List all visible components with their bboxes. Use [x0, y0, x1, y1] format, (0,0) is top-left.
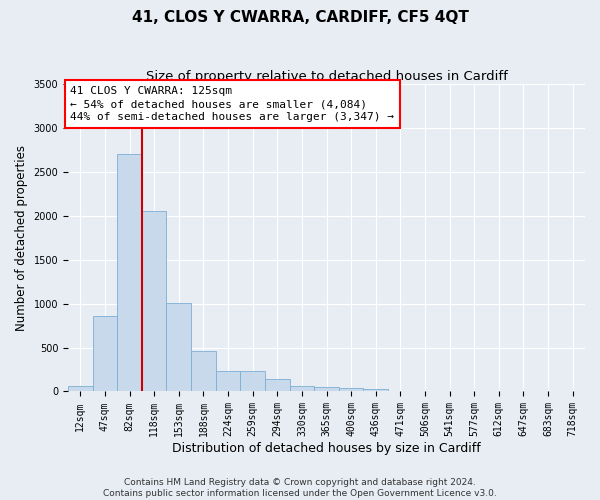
- Bar: [314, 386, 339, 392]
- Bar: [290, 386, 314, 392]
- Bar: [166, 303, 191, 392]
- Text: 41 CLOS Y CWARRA: 125sqm
← 54% of detached houses are smaller (4,084)
44% of sem: 41 CLOS Y CWARRA: 125sqm ← 54% of detach…: [70, 86, 394, 122]
- Bar: [265, 379, 290, 392]
- Bar: [364, 390, 388, 392]
- X-axis label: Distribution of detached houses by size in Cardiff: Distribution of detached houses by size …: [172, 442, 481, 455]
- Bar: [117, 154, 142, 392]
- Title: Size of property relative to detached houses in Cardiff: Size of property relative to detached ho…: [146, 70, 508, 83]
- Bar: [216, 372, 241, 392]
- Bar: [68, 386, 92, 392]
- Bar: [191, 351, 216, 392]
- Text: 41, CLOS Y CWARRA, CARDIFF, CF5 4QT: 41, CLOS Y CWARRA, CARDIFF, CF5 4QT: [131, 10, 469, 25]
- Bar: [92, 316, 117, 392]
- Text: Contains HM Land Registry data © Crown copyright and database right 2024.
Contai: Contains HM Land Registry data © Crown c…: [103, 478, 497, 498]
- Bar: [241, 372, 265, 392]
- Bar: [339, 388, 364, 392]
- Bar: [142, 210, 166, 392]
- Y-axis label: Number of detached properties: Number of detached properties: [15, 145, 28, 331]
